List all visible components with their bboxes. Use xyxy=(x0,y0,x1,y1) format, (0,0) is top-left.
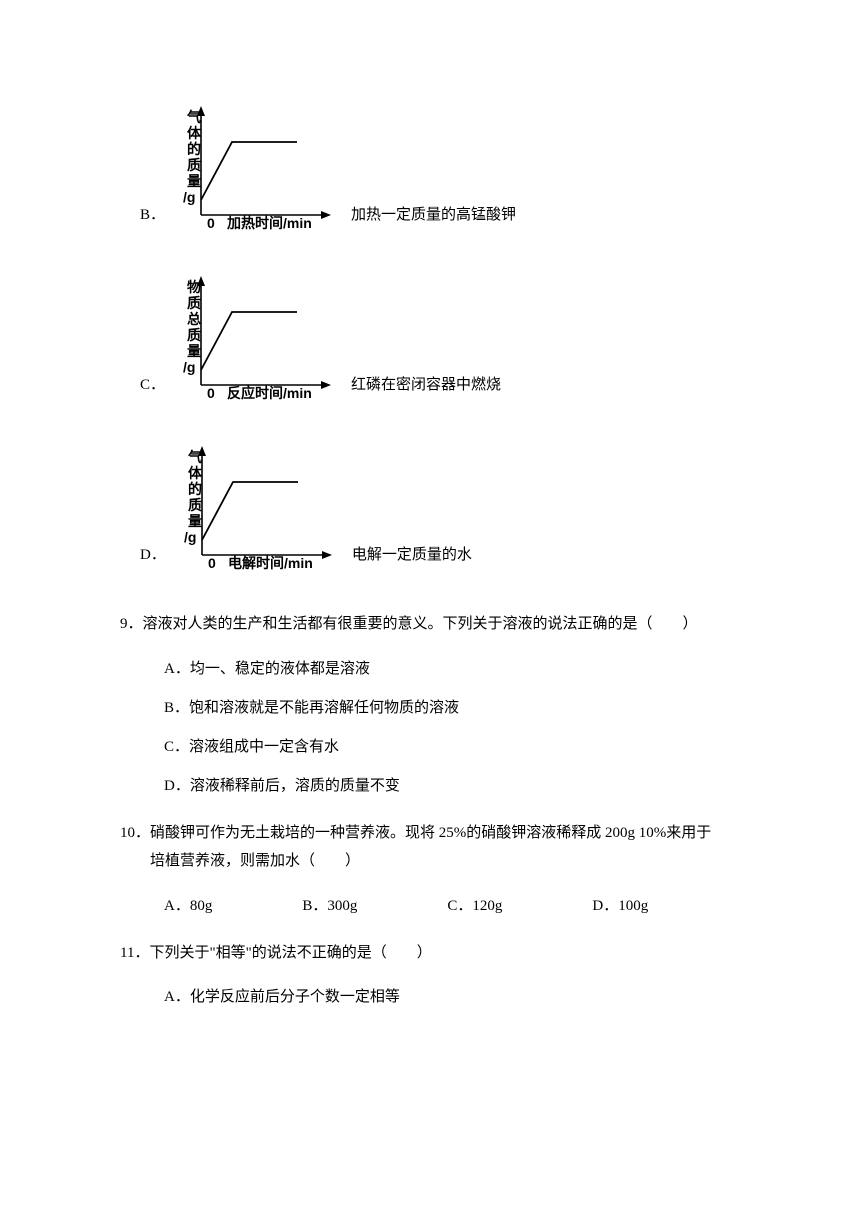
chart-C-ylabel-4: 量 xyxy=(187,343,201,359)
chart-D-origin: 0 xyxy=(208,555,216,570)
option-C-row: C． 物 质 总 质 量 /g 0 反应时间/min 红磷在密闭容器中燃烧 xyxy=(140,270,740,400)
q11-num: 11． xyxy=(120,945,149,961)
q10-num: 10． xyxy=(120,825,150,841)
q9-option-D: D．溶液稀释前后，溶质的质量不变 xyxy=(164,774,740,795)
chart-B-ylabel-2: 的 xyxy=(187,141,201,157)
chart-D: 气 体 的 质 量 /g 0 电解时间/min xyxy=(178,440,348,570)
q10-option-D: D．100g xyxy=(592,894,648,915)
chart-C-ylabel-2: 总 xyxy=(187,311,201,327)
q9-options: A．均一、稳定的液体都是溶液 B．饱和溶液就是不能再溶解任何物质的溶液 C．溶液… xyxy=(164,657,740,795)
option-D-label: D． xyxy=(140,543,166,570)
q9-option-C: C．溶液组成中一定含有水 xyxy=(164,735,740,756)
chart-D-ylabel-3: 质 xyxy=(188,497,202,513)
q10-option-B: B．300g xyxy=(302,894,357,915)
chart-B-xlabel: 加热时间/min xyxy=(226,215,312,230)
option-B-row: B． 气 体 的 质 量 /g 0 加热时间/min 加热一定质量的高锰酸钾 xyxy=(140,100,740,230)
chart-C-line xyxy=(201,312,297,370)
q11-text: 下列关于"相等"的说法不正确的是（ ） xyxy=(149,945,431,961)
chart-B-ylabel-3: 质 xyxy=(187,157,201,173)
chart-B-caption: 加热一定质量的高锰酸钾 xyxy=(351,203,516,230)
q9-text: 溶液对人类的生产和生活都有很重要的意义。下列关于溶液的说法正确的是（ ） xyxy=(143,616,698,632)
chart-C-ylabel-1: 质 xyxy=(187,295,201,311)
chart-B-ylabel-4: 量 xyxy=(187,173,201,189)
chart-D-ylabel-5: /g xyxy=(184,529,196,545)
chart-C: 物 质 总 质 量 /g 0 反应时间/min xyxy=(177,270,347,400)
q11-option-A: A．化学反应前后分子个数一定相等 xyxy=(164,985,740,1006)
q9-option-A: A．均一、稳定的液体都是溶液 xyxy=(164,657,740,678)
chart-B-origin: 0 xyxy=(207,215,215,230)
chart-C-ylabel-0: 物 xyxy=(187,279,201,295)
chart-C-caption: 红磷在密闭容器中燃烧 xyxy=(351,373,501,400)
question-9: 9．溶液对人类的生产和生活都有很重要的意义。下列关于溶液的说法正确的是（ ） xyxy=(120,610,740,639)
chart-B: 气 体 的 质 量 /g 0 加热时间/min xyxy=(177,100,347,230)
chart-D-caption: 电解一定质量的水 xyxy=(352,543,472,570)
question-10: 10．硝酸钾可作为无土栽培的一种营养液。现将 25%的硝酸钾溶液稀释成 200g… xyxy=(120,819,740,876)
q10-text: 硝酸钾可作为无土栽培的一种营养液。现将 25%的硝酸钾溶液稀释成 200g 10… xyxy=(150,825,711,841)
chart-B-ylabel-5: /g xyxy=(183,189,195,205)
chart-B-ylabel-0: 气 xyxy=(186,109,201,125)
chart-D-ylabel-1: 体 xyxy=(188,465,203,481)
q9-num: 9． xyxy=(120,616,143,632)
option-B-label: B． xyxy=(140,203,165,230)
chart-D-ylabel-0: 气 xyxy=(187,449,202,465)
q9-option-B: B．饱和溶液就是不能再溶解任何物质的溶液 xyxy=(164,696,740,717)
chart-D-xlabel: 电解时间/min xyxy=(228,555,313,570)
page-container: B． 气 体 的 质 量 /g 0 加热时间/min 加热一定质量的高锰酸钾 C… xyxy=(0,0,860,1084)
q10-text-cont: 培植营养液，则需加水（ ） xyxy=(150,847,740,876)
chart-B-ylabel-1: 体 xyxy=(187,125,202,141)
q10-option-C: C．120g xyxy=(447,894,502,915)
chart-B-line xyxy=(201,142,297,200)
chart-D-ylabel-4: 量 xyxy=(188,513,202,529)
chart-C-origin: 0 xyxy=(207,385,215,400)
chart-C-ylabel-3: 质 xyxy=(187,327,201,343)
q10-options: A．80g B．300g C．120g D．100g xyxy=(164,894,740,915)
chart-C-xlabel: 反应时间/min xyxy=(227,385,312,400)
q10-option-A: A．80g xyxy=(164,894,212,915)
chart-D-ylabel-2: 的 xyxy=(188,481,202,497)
option-C-label: C． xyxy=(140,373,165,400)
q11-options: A．化学反应前后分子个数一定相等 xyxy=(164,985,740,1006)
chart-D-line xyxy=(202,482,298,540)
option-D-row: D． 气 体 的 质 量 /g 0 电解时间/min 电解一定质量的水 xyxy=(140,440,740,570)
chart-C-ylabel-5: /g xyxy=(183,359,195,375)
question-11: 11．下列关于"相等"的说法不正确的是（ ） xyxy=(120,939,740,968)
